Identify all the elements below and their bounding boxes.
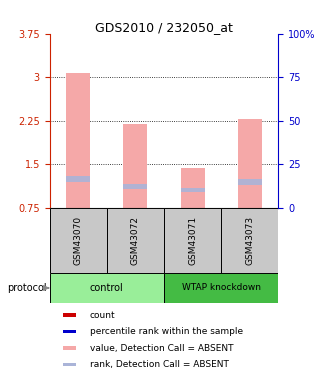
Text: GSM43072: GSM43072 (131, 216, 140, 265)
Bar (221, 208, 278, 273)
Text: protocol: protocol (7, 283, 47, 293)
Text: percentile rank within the sample: percentile rank within the sample (90, 327, 243, 336)
Text: rank, Detection Call = ABSENT: rank, Detection Call = ABSENT (90, 360, 228, 369)
Text: GSM43071: GSM43071 (188, 216, 197, 265)
Bar (63, 363, 76, 366)
Bar (180, 168, 204, 208)
Text: GSM43073: GSM43073 (245, 216, 254, 265)
Bar (66, 73, 90, 208)
Bar (50, 273, 164, 303)
Bar (180, 188, 204, 192)
Bar (63, 346, 76, 350)
Text: GSM43070: GSM43070 (74, 216, 83, 265)
Bar (124, 184, 148, 189)
Bar (124, 124, 148, 208)
Bar (164, 208, 221, 273)
Text: control: control (90, 283, 124, 293)
Bar (107, 208, 164, 273)
Text: value, Detection Call = ABSENT: value, Detection Call = ABSENT (90, 344, 233, 352)
Title: GDS2010 / 232050_at: GDS2010 / 232050_at (95, 21, 233, 34)
Bar (50, 208, 107, 273)
Bar (63, 330, 76, 333)
Bar (63, 313, 76, 317)
Text: WTAP knockdown: WTAP knockdown (182, 284, 261, 292)
Text: count: count (90, 310, 115, 320)
Bar (238, 119, 262, 208)
Bar (164, 273, 278, 303)
Bar (238, 179, 262, 184)
Bar (66, 176, 90, 182)
